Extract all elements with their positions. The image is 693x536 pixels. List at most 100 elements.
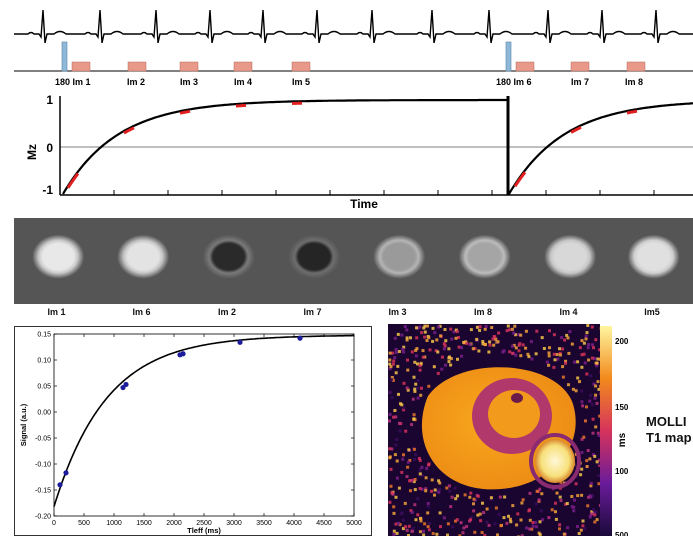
- texture-speck: [450, 337, 454, 341]
- texture-speck: [566, 526, 570, 530]
- texture-speck: [505, 521, 509, 525]
- texture-speck: [531, 524, 535, 528]
- texture-speck: [413, 389, 417, 393]
- mz-ytick-1: 1: [46, 93, 53, 107]
- texture-speck: [593, 396, 597, 400]
- texture-speck: [394, 522, 398, 526]
- texture-speck: [567, 351, 571, 355]
- texture-speck: [409, 336, 412, 340]
- texture-speck: [450, 495, 454, 499]
- texture-speck: [585, 459, 589, 463]
- pulse-label: Im 4: [234, 77, 252, 87]
- texture-speck: [540, 336, 544, 340]
- texture-speck: [436, 371, 440, 375]
- texture-speck: [537, 498, 541, 502]
- texture-speck: [398, 421, 401, 425]
- texture-speck: [572, 509, 576, 513]
- texture-speck: [561, 365, 565, 369]
- x-tick-label: 4000: [286, 520, 302, 527]
- texture-speck: [590, 325, 594, 329]
- texture-speck: [447, 484, 451, 488]
- texture-speck: [541, 518, 545, 522]
- texture-speck: [427, 384, 431, 388]
- texture-speck: [554, 501, 557, 505]
- texture-speck: [388, 500, 392, 504]
- texture-speck: [418, 468, 422, 472]
- texture-speck: [499, 524, 503, 528]
- texture-speck: [488, 340, 492, 344]
- texture-speck: [503, 495, 507, 499]
- texture-speck: [420, 473, 424, 477]
- texture-speck: [420, 331, 424, 335]
- data-points: [57, 335, 303, 488]
- fit-curve: [53, 334, 354, 507]
- texture-speck: [589, 484, 593, 488]
- texture-speck: [573, 498, 576, 502]
- readout-segment: [179, 109, 191, 115]
- texture-speck: [516, 512, 520, 516]
- texture-speck: [453, 486, 457, 490]
- texture-speck: [586, 504, 590, 508]
- lv-blood-pool: [488, 390, 540, 438]
- texture-speck: [483, 533, 487, 536]
- sequence-diagram: 180 Im 1 Im 2 Im 3 Im 4 Im 5 180 Im 6 Im…: [14, 9, 693, 87]
- x-ticks: 0 500 1000 1500 2000 2500 3000 3500 4000 4500 5000: [52, 334, 362, 527]
- texture-speck: [563, 338, 567, 342]
- texture-speck: [424, 476, 428, 480]
- texture-speck: [547, 354, 551, 358]
- colorbar-tick: 2000: [615, 337, 628, 346]
- texture-speck: [594, 425, 598, 429]
- texture-speck: [446, 533, 449, 536]
- texture-speck: [529, 340, 533, 344]
- texture-speck: [509, 520, 513, 524]
- texture-speck: [459, 521, 463, 525]
- texture-speck: [440, 367, 444, 371]
- texture-speck: [410, 350, 414, 354]
- texture-speck: [481, 340, 485, 343]
- texture-speck: [433, 331, 437, 335]
- texture-speck: [443, 344, 447, 348]
- colorbar-label: ms: [617, 432, 628, 447]
- texture-speck: [410, 511, 414, 514]
- texture-speck: [590, 512, 594, 516]
- texture-speck: [476, 494, 480, 498]
- y-tick-label: -0.10: [35, 462, 51, 469]
- texture-speck: [408, 479, 412, 483]
- texture-speck: [583, 527, 587, 531]
- colorbar-tick: 500: [615, 531, 628, 536]
- texture-speck: [407, 448, 411, 452]
- texture-speck: [405, 475, 409, 479]
- texture-speck: [475, 325, 479, 329]
- texture-speck: [436, 325, 440, 329]
- readout-segment: [235, 103, 247, 108]
- texture-speck: [461, 531, 465, 535]
- t1-map-panel: 2000 1500 1000 500 ms: [388, 324, 628, 536]
- texture-speck: [535, 525, 538, 529]
- texture-speck: [443, 328, 447, 331]
- texture-speck: [548, 346, 551, 350]
- texture-speck: [510, 344, 514, 348]
- thumbnail-caption: Im5: [644, 307, 660, 317]
- y-tick-label: 0.10: [37, 358, 51, 365]
- texture-speck: [590, 510, 594, 514]
- y-tick-label: -0.20: [35, 514, 51, 521]
- data-point: [63, 470, 69, 476]
- texture-speck: [465, 524, 469, 528]
- texture-speck: [589, 495, 593, 499]
- texture-speck: [447, 347, 451, 351]
- texture-speck: [493, 522, 497, 526]
- texture-speck: [411, 527, 415, 531]
- thumbnail-caption: Im 4: [559, 307, 578, 317]
- texture-speck: [394, 443, 398, 447]
- texture-speck: [519, 333, 523, 337]
- texture-speck: [426, 511, 430, 515]
- texture-speck: [456, 357, 459, 361]
- texture-speck: [535, 329, 539, 333]
- texture-speck: [521, 498, 525, 502]
- readout-block: [515, 61, 535, 72]
- texture-speck: [388, 447, 392, 451]
- texture-speck: [391, 362, 395, 366]
- texture-speck: [404, 429, 408, 433]
- texture-speck: [417, 456, 421, 460]
- texture-speck: [393, 356, 397, 360]
